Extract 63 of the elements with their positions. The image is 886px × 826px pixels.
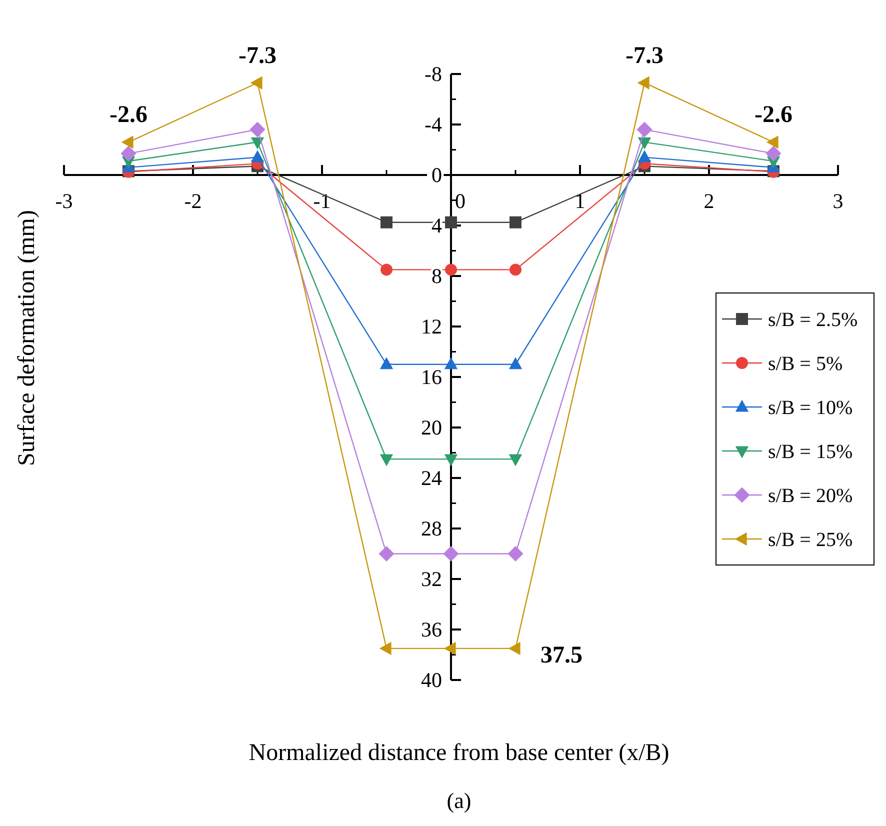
point — [444, 357, 458, 370]
text: (a) — [446, 788, 472, 813]
point — [638, 137, 652, 150]
point — [508, 642, 520, 656]
y-tick-label: 20 — [421, 416, 442, 440]
point — [508, 454, 522, 466]
point — [638, 150, 652, 162]
y-tick-label: -4 — [424, 112, 442, 136]
point — [250, 122, 266, 138]
legend-label: s/B = 5% — [768, 353, 843, 375]
y-tick-label: -8 — [424, 62, 442, 86]
point — [380, 454, 394, 466]
y-tick-label: 12 — [421, 314, 442, 338]
y-tick-label: 8 — [432, 264, 442, 288]
point — [250, 137, 264, 150]
legend-label: s/B = 25% — [768, 529, 853, 551]
annotation: 37.5 — [540, 642, 582, 668]
x-tick-label: 3 — [832, 189, 844, 213]
point — [510, 216, 522, 228]
point — [380, 357, 394, 370]
point — [766, 136, 778, 149]
x-tick-label: -2 — [184, 189, 202, 213]
point — [444, 642, 456, 656]
x-tick-label: 2 — [704, 189, 714, 213]
annotation: -2.6 — [754, 102, 792, 128]
legend-label: s/B = 20% — [768, 485, 853, 507]
point — [445, 264, 457, 276]
annotation: -2.6 — [110, 102, 148, 128]
point — [380, 264, 392, 276]
point — [121, 136, 134, 149]
point — [120, 146, 136, 162]
y-tick-label: 40 — [421, 668, 442, 692]
point — [380, 216, 392, 228]
y-tick-label: 0 — [432, 163, 442, 187]
point — [508, 546, 524, 562]
x-tick-label: 0 — [455, 189, 466, 213]
point — [443, 546, 459, 562]
legend-label: s/B = 10% — [768, 397, 853, 419]
y-tick-label: 32 — [421, 567, 442, 591]
y-tick-label: 24 — [421, 466, 442, 490]
point — [766, 146, 782, 162]
annotation: -7.3 — [238, 42, 276, 69]
x-tick-label: 1 — [574, 189, 586, 213]
y-tick-label: 16 — [421, 365, 442, 389]
point — [379, 642, 392, 656]
point — [510, 264, 522, 276]
point — [250, 76, 262, 90]
point — [636, 122, 652, 138]
x-tick-label: -3 — [55, 189, 73, 213]
x-axis-title: Normalized distance from base center (x/B) — [248, 740, 670, 766]
y-tick-label: 36 — [421, 618, 442, 642]
point — [508, 357, 522, 370]
point — [250, 150, 264, 162]
annotation: -7.3 — [626, 42, 664, 69]
point — [445, 216, 457, 228]
y-tick-label: 28 — [421, 516, 442, 540]
point — [378, 546, 394, 562]
point — [637, 76, 650, 90]
legend-label: s/B = 15% — [768, 441, 853, 463]
x-tick-label: -1 — [313, 189, 331, 213]
legend-label: s/B = 2.5% — [768, 309, 858, 331]
point — [444, 454, 458, 466]
y-axis-title: Surface deformation (mm) — [14, 210, 40, 466]
